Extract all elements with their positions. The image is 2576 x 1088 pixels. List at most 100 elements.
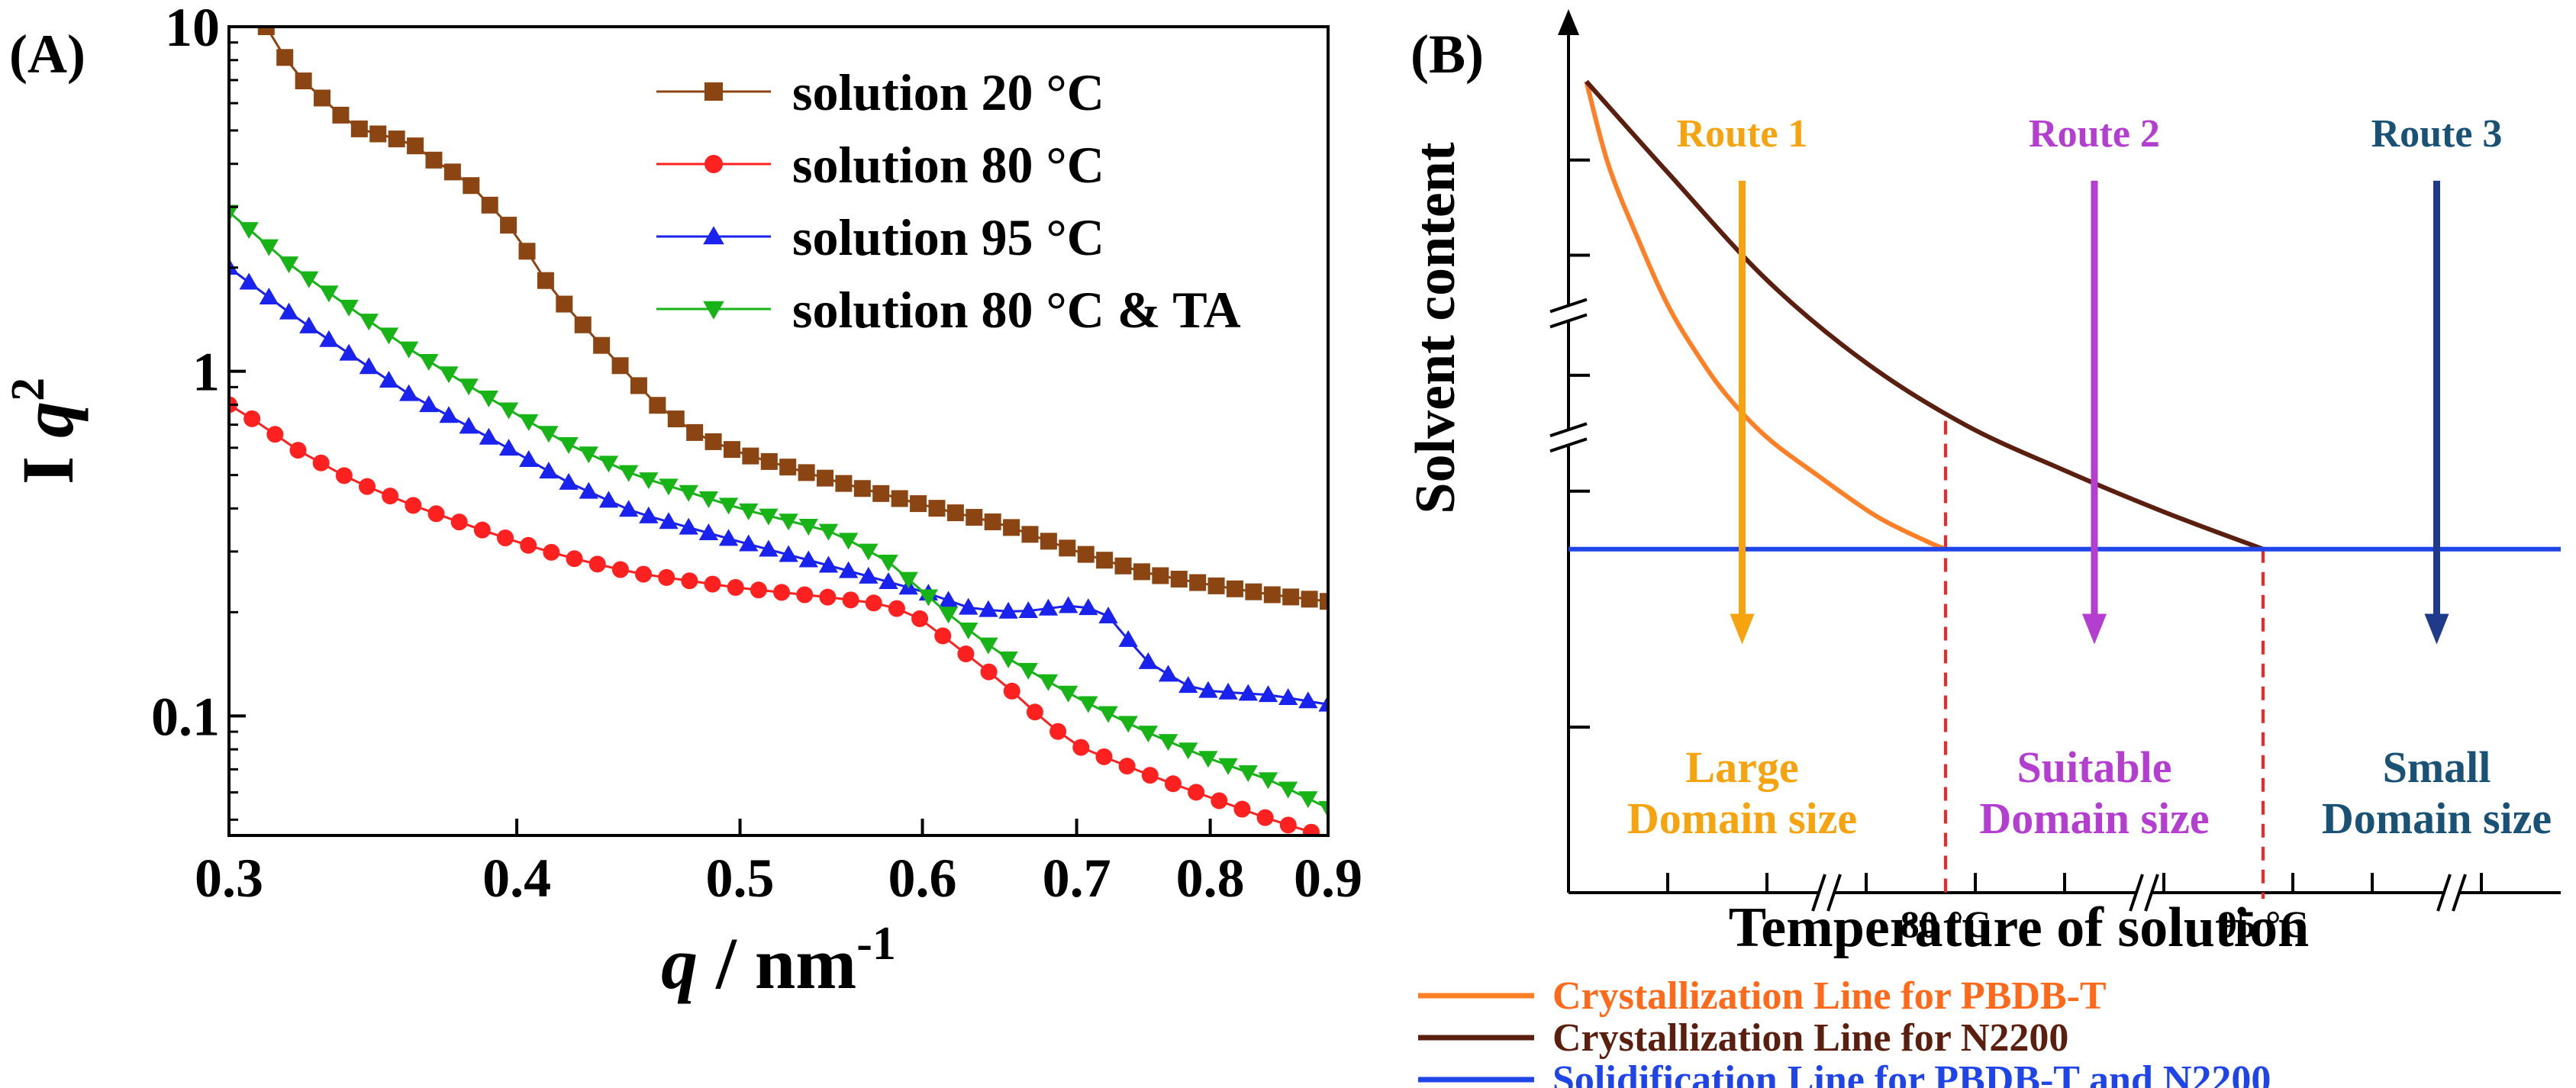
data-point — [1282, 588, 1300, 606]
data-point — [853, 480, 871, 497]
route-result-line2: Domain size — [1979, 793, 2209, 843]
data-point — [539, 462, 559, 479]
legend-marker — [704, 82, 723, 101]
data-point — [1278, 781, 1298, 799]
data-point — [543, 543, 560, 561]
data-point — [1095, 748, 1113, 765]
route-arrow-head — [2082, 613, 2107, 645]
data-point — [1133, 563, 1150, 581]
data-point — [760, 452, 778, 470]
data-point — [239, 222, 259, 240]
route-arrow-head — [2424, 613, 2449, 645]
data-point — [838, 561, 859, 578]
data-point — [750, 581, 767, 599]
data-point — [611, 561, 629, 578]
data-point — [463, 177, 480, 195]
data-point — [1318, 800, 1328, 818]
data-point — [319, 330, 339, 347]
b-x-break-mark — [2129, 874, 2144, 912]
data-point — [798, 518, 818, 536]
data-point — [618, 465, 639, 482]
data-point — [879, 572, 898, 590]
data-point — [279, 302, 299, 320]
data-point — [419, 354, 439, 372]
data-point — [1059, 539, 1076, 557]
data-point — [519, 449, 539, 467]
b-y-break-gap — [1556, 430, 1581, 446]
data-point — [259, 239, 279, 256]
data-point — [1040, 533, 1057, 550]
data-point — [398, 384, 419, 401]
data-point — [1164, 775, 1182, 793]
data-point — [835, 475, 853, 492]
panel-a-ylabel-main: I — [7, 438, 89, 484]
data-point — [1198, 751, 1218, 768]
data-point — [539, 426, 559, 443]
data-point — [1302, 823, 1320, 835]
data-point — [998, 601, 1018, 619]
y-tick-label: 1 — [192, 342, 220, 403]
data-point — [407, 137, 424, 155]
data-point — [1218, 682, 1238, 700]
panel-b-axes: 80 °C 95 °C — [1549, 9, 2561, 945]
data-point — [319, 285, 339, 303]
b-x-break-mark — [1811, 874, 1826, 912]
data-point — [439, 366, 459, 384]
data-point — [1077, 546, 1095, 563]
data-point — [659, 478, 679, 496]
b-y-break-mark — [1549, 313, 1588, 329]
data-point — [984, 513, 1001, 530]
panel-a-ylabel: I q2 — [2, 378, 89, 484]
x-tick-label: 0.7 — [1043, 848, 1111, 909]
panel-a-series-group — [229, 27, 1328, 835]
data-point — [379, 327, 399, 345]
panel-a-xlabel-rest: / nm — [698, 922, 856, 1004]
route-result-line1: Suitable — [2017, 742, 2171, 792]
data-point — [1226, 580, 1243, 597]
data-point — [479, 390, 499, 407]
data-point — [579, 481, 598, 499]
panel-a-ylabel-italic: q — [7, 401, 89, 438]
data-point — [459, 378, 479, 396]
data-point — [918, 589, 939, 607]
data-point — [369, 125, 387, 143]
data-point — [1114, 557, 1132, 575]
data-point — [658, 568, 675, 586]
data-point — [1178, 742, 1198, 760]
panel-a-xlabel-italic: q — [661, 922, 698, 1004]
data-point — [630, 377, 647, 394]
data-point — [229, 204, 239, 222]
data-point — [279, 256, 299, 274]
data-point — [379, 370, 399, 388]
data-point — [498, 402, 519, 420]
data-point — [500, 217, 517, 234]
data-point — [520, 536, 537, 554]
data-point — [519, 414, 539, 431]
b-y-break-mark — [1549, 437, 1588, 453]
data-point — [1049, 723, 1067, 740]
data-point — [934, 627, 952, 645]
data-point — [817, 469, 834, 487]
panel-b-legend: Crystallization Line for PBDB-TCrystalli… — [1418, 974, 2271, 1088]
data-point — [727, 578, 744, 596]
data-point — [1141, 767, 1159, 784]
data-point — [957, 645, 975, 663]
x-tick-label: 0.3 — [195, 848, 263, 909]
data-point — [1038, 674, 1059, 691]
data-point — [639, 506, 659, 523]
data-point — [686, 423, 704, 441]
panel-b-lines — [1568, 79, 2561, 899]
data-point — [498, 439, 519, 456]
data-point — [938, 591, 959, 608]
data-point — [898, 571, 918, 589]
data-point — [295, 72, 312, 90]
data-point — [980, 663, 998, 681]
data-point — [928, 500, 946, 517]
series-0 — [257, 27, 1328, 610]
data-point — [1320, 593, 1328, 610]
route-result-line2: Domain size — [2322, 793, 2552, 843]
data-point — [819, 588, 837, 606]
data-point — [739, 503, 759, 520]
data-point — [566, 550, 583, 568]
